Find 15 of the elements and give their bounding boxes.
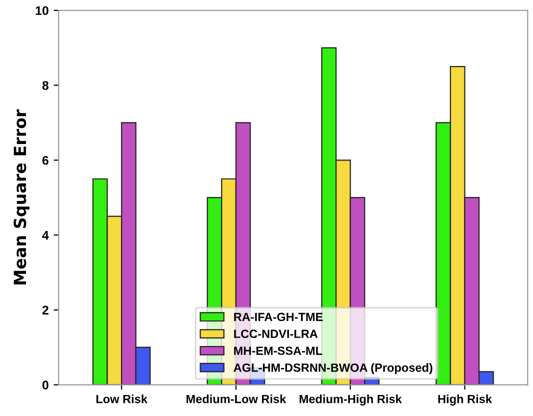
y-tick-label: 8 xyxy=(42,81,49,90)
legend-label: RA-IFA-GH-TME xyxy=(234,312,323,322)
y-axis-title: Mean Square Error xyxy=(14,109,30,284)
y-tick-label: 6 xyxy=(42,156,48,165)
x-tick-label: Low Risk xyxy=(96,394,148,404)
y-tick-label: 0 xyxy=(42,380,48,390)
y-tick-label: 2 xyxy=(42,306,48,314)
y-tick-label: 4 xyxy=(42,230,49,240)
legend-label: LCC-NDVI-LRA xyxy=(234,330,318,338)
y-tick-label: 10 xyxy=(36,6,48,16)
x-tick-label: High Risk xyxy=(438,394,492,406)
legend-label: MH-EM-SSA-ML xyxy=(234,346,322,355)
x-tick-label: Medium-High Risk xyxy=(300,394,402,406)
x-tick-label: Medium-Low Risk xyxy=(186,394,286,404)
legend-label: AGL-HM-DSRNN-BWOA (Proposed) xyxy=(234,363,432,374)
